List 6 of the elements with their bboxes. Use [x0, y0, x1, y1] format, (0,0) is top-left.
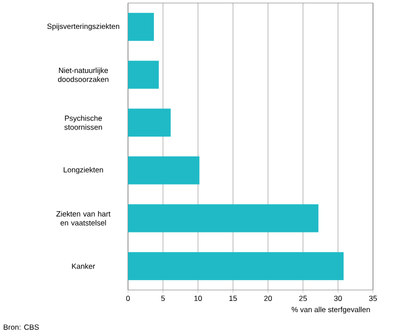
bar — [128, 156, 200, 184]
bar — [128, 12, 154, 41]
bar — [128, 108, 171, 137]
bar — [128, 252, 344, 280]
bar — [128, 60, 159, 89]
bar — [128, 204, 318, 232]
